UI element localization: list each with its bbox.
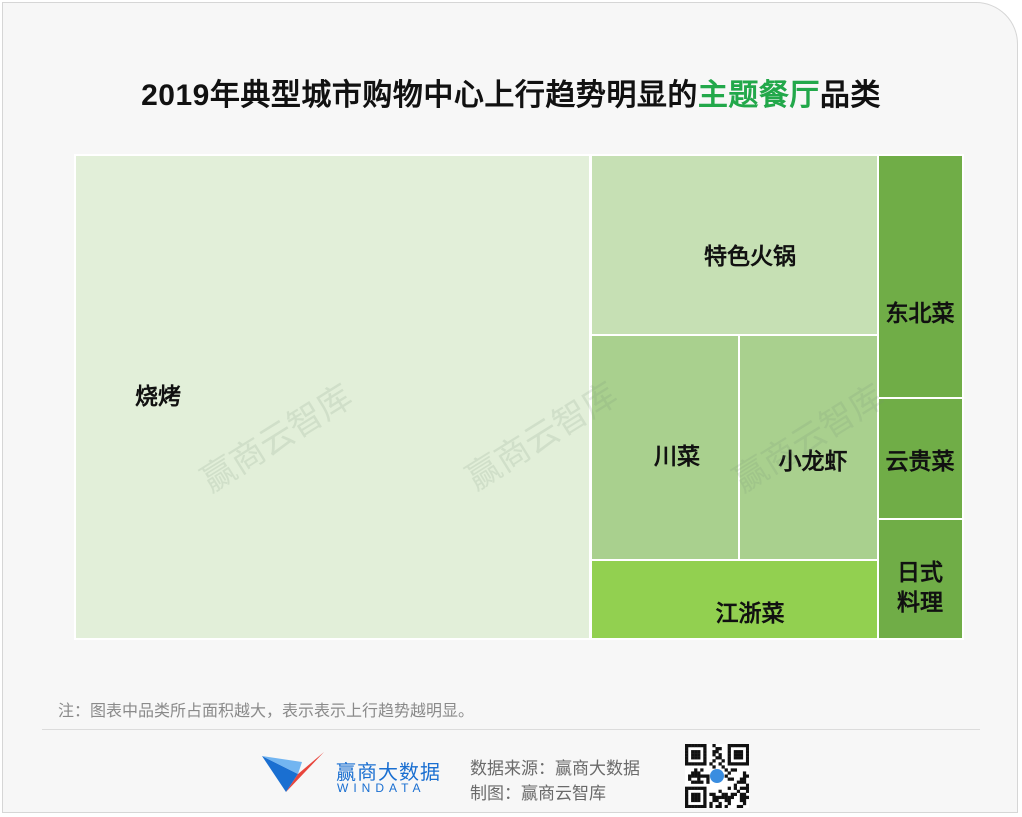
chart-note: 注：图表中品类所占面积越大，表示表示上行趋势越明显。 xyxy=(58,703,475,720)
treemap-label-5: 江浙菜 xyxy=(716,601,785,627)
title-suffix: 品类 xyxy=(819,79,881,112)
treemap-label-1: 烧烤 xyxy=(135,384,181,410)
treemap-label-7: 云贵菜 xyxy=(886,449,955,475)
treemap-tile-5 xyxy=(590,559,879,640)
treemap-label-3: 川菜 xyxy=(654,444,700,470)
windata-logo-icon xyxy=(262,752,324,792)
data-source: 数据来源：赢商大数据 xyxy=(470,759,640,778)
treemap-label-8: 日式料理 xyxy=(897,560,943,616)
chart-title: 2019年典型城市购物中心上行趋势明显的主题餐厅品类 xyxy=(0,70,1022,114)
title-text: 2019年典型城市购物中心上行趋势明显的 xyxy=(141,79,698,112)
treemap-tile-4 xyxy=(738,334,879,561)
treemap-tile-6 xyxy=(877,154,964,399)
treemap-tile-8 xyxy=(877,518,964,640)
footer-divider xyxy=(42,729,980,730)
chart-maker: 制图：赢商云智库 xyxy=(470,784,606,803)
brand-name-en: WINDATA xyxy=(337,781,426,795)
title-highlight: 主题餐厅 xyxy=(697,79,820,112)
treemap-tile-1 xyxy=(74,154,591,640)
treemap-label-2: 特色火锅 xyxy=(704,243,796,270)
treemap-label-6: 东北菜 xyxy=(886,300,955,327)
treemap-label-4: 小龙虾 xyxy=(779,449,848,475)
qr-code-icon xyxy=(685,744,749,808)
brand-name-cn: 赢商大数据 xyxy=(336,762,441,784)
